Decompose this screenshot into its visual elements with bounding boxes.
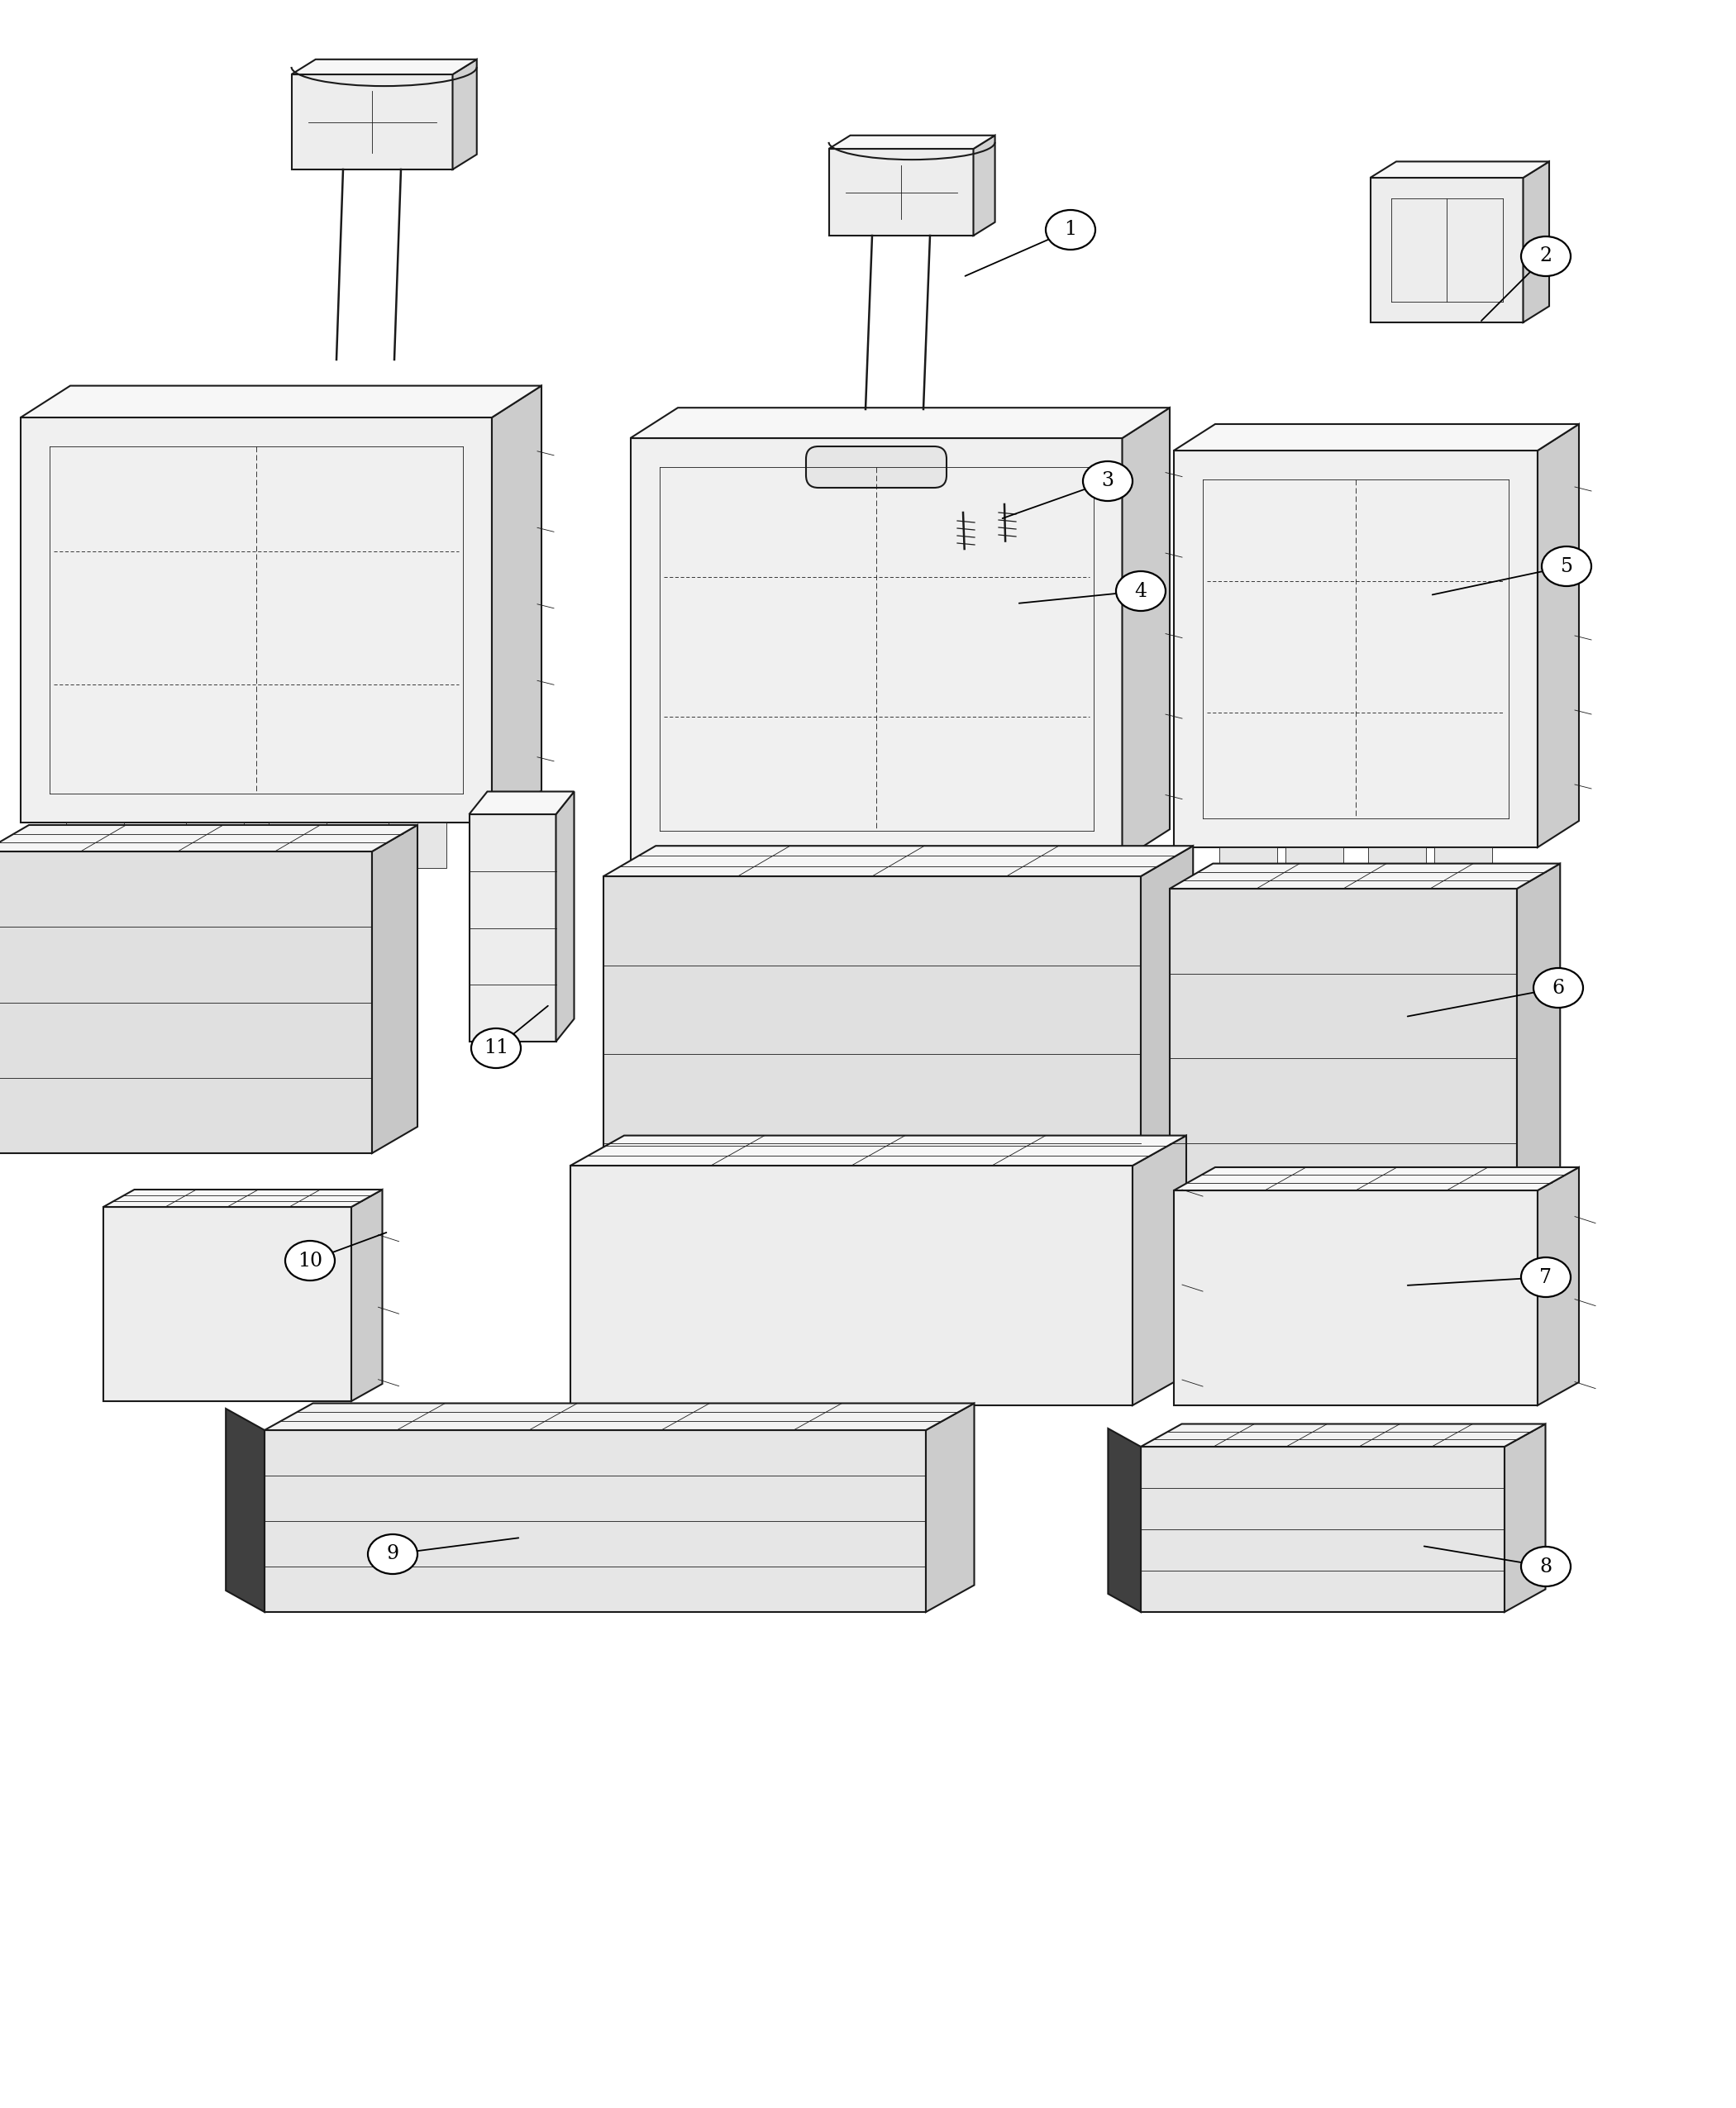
Polygon shape xyxy=(675,860,734,904)
Text: 1: 1 xyxy=(1064,221,1076,240)
Polygon shape xyxy=(556,790,575,1041)
Ellipse shape xyxy=(1521,236,1571,276)
Polygon shape xyxy=(828,150,974,236)
Polygon shape xyxy=(828,135,995,150)
Polygon shape xyxy=(1170,890,1517,1227)
Polygon shape xyxy=(104,1208,351,1402)
Polygon shape xyxy=(604,877,1141,1231)
Polygon shape xyxy=(1141,845,1193,1231)
Polygon shape xyxy=(1368,847,1425,894)
Polygon shape xyxy=(630,438,1121,860)
Ellipse shape xyxy=(1083,462,1132,502)
Text: 7: 7 xyxy=(1540,1267,1552,1286)
Text: 10: 10 xyxy=(297,1252,323,1271)
Polygon shape xyxy=(0,852,372,1153)
Polygon shape xyxy=(889,860,946,904)
Polygon shape xyxy=(186,822,243,868)
Polygon shape xyxy=(351,1189,382,1402)
Polygon shape xyxy=(571,1166,1132,1406)
Polygon shape xyxy=(1170,864,1561,890)
Polygon shape xyxy=(0,824,417,852)
Polygon shape xyxy=(1108,1429,1141,1613)
Ellipse shape xyxy=(285,1242,335,1280)
Polygon shape xyxy=(974,135,995,236)
Text: 9: 9 xyxy=(387,1545,399,1564)
Polygon shape xyxy=(292,59,477,74)
Polygon shape xyxy=(571,1136,1186,1166)
Polygon shape xyxy=(1370,162,1549,177)
Polygon shape xyxy=(469,814,556,1041)
Polygon shape xyxy=(453,59,477,169)
Ellipse shape xyxy=(470,1029,521,1069)
Polygon shape xyxy=(604,845,1193,877)
Text: 5: 5 xyxy=(1561,557,1573,575)
Polygon shape xyxy=(269,822,326,868)
Polygon shape xyxy=(630,407,1170,438)
Text: 2: 2 xyxy=(1540,247,1552,266)
Ellipse shape xyxy=(368,1535,417,1575)
Text: 4: 4 xyxy=(1135,582,1147,601)
FancyBboxPatch shape xyxy=(806,447,946,487)
Polygon shape xyxy=(1434,847,1493,894)
Polygon shape xyxy=(226,1408,264,1613)
Polygon shape xyxy=(1538,1168,1580,1406)
Text: 11: 11 xyxy=(484,1039,509,1058)
Polygon shape xyxy=(264,1429,925,1613)
Polygon shape xyxy=(1505,1423,1545,1613)
Polygon shape xyxy=(1174,451,1538,847)
Ellipse shape xyxy=(1521,1256,1571,1296)
Polygon shape xyxy=(1132,1136,1186,1406)
Polygon shape xyxy=(491,386,542,822)
Text: 6: 6 xyxy=(1552,978,1564,997)
Ellipse shape xyxy=(1045,211,1095,249)
Polygon shape xyxy=(925,1404,974,1613)
Text: 3: 3 xyxy=(1102,472,1115,491)
Polygon shape xyxy=(389,822,446,868)
Ellipse shape xyxy=(1533,968,1583,1008)
Polygon shape xyxy=(1370,177,1522,323)
Text: 8: 8 xyxy=(1540,1558,1552,1577)
Polygon shape xyxy=(66,822,123,868)
Polygon shape xyxy=(1174,424,1580,451)
Polygon shape xyxy=(21,417,491,822)
Polygon shape xyxy=(1141,1446,1505,1613)
Polygon shape xyxy=(1538,424,1580,847)
Ellipse shape xyxy=(1542,546,1592,586)
Polygon shape xyxy=(1141,1423,1545,1446)
Ellipse shape xyxy=(1521,1547,1571,1587)
Polygon shape xyxy=(1121,407,1170,860)
Polygon shape xyxy=(372,824,417,1153)
Polygon shape xyxy=(104,1189,382,1208)
Polygon shape xyxy=(264,1404,974,1429)
Polygon shape xyxy=(21,386,542,417)
Polygon shape xyxy=(1019,860,1076,904)
Polygon shape xyxy=(1517,864,1561,1227)
Polygon shape xyxy=(1285,847,1344,894)
Ellipse shape xyxy=(1116,571,1165,611)
Polygon shape xyxy=(1174,1191,1538,1406)
Polygon shape xyxy=(1174,1168,1580,1191)
Polygon shape xyxy=(469,790,575,814)
Polygon shape xyxy=(806,860,865,904)
Polygon shape xyxy=(1522,162,1549,323)
Polygon shape xyxy=(1219,847,1278,894)
Polygon shape xyxy=(292,74,453,169)
